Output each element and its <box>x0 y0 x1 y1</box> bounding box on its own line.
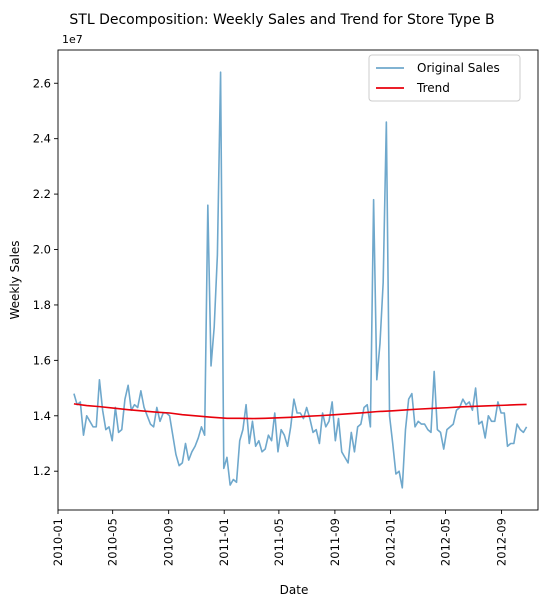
x-axis-label: Date <box>280 583 309 597</box>
chart-title: STL Decomposition: Weekly Sales and Tren… <box>69 12 494 28</box>
y-tick-label: 1.8 <box>33 298 51 312</box>
x-tick-label: 2011-09 <box>328 518 342 566</box>
legend: Original Sales Trend <box>368 54 521 102</box>
x-tick-label: 2012-05 <box>439 518 453 566</box>
plot-area <box>57 49 539 511</box>
x-tick-label: 2012-09 <box>495 518 509 566</box>
series-line-trend <box>73 403 527 420</box>
y-axis-label: Weekly Sales <box>8 240 22 319</box>
y-tick-label: 2.0 <box>33 243 51 257</box>
series-line-original-sales <box>73 71 528 489</box>
x-tick-label: 2010-01 <box>51 518 65 566</box>
y-tick-label: 2.2 <box>33 187 51 201</box>
y-tick-label: 1.6 <box>33 353 51 367</box>
x-tick-label: 2011-01 <box>217 518 231 566</box>
legend-box <box>368 54 521 102</box>
legend-label: Trend <box>416 81 450 95</box>
y-axis: 1.2 1.4 1.6 1.8 2.0 2.2 2.4 2.6 <box>33 76 58 478</box>
x-axis: 2010-01 2010-05 2010-09 2011-01 2011-05 2011-… <box>51 510 509 566</box>
x-tick-label: 2010-09 <box>162 518 176 566</box>
x-tick-label: 2010-05 <box>106 518 120 566</box>
y-offset-label: 1e7 <box>62 33 83 46</box>
y-tick-label: 1.4 <box>33 409 51 423</box>
y-tick-label: 2.6 <box>33 76 51 90</box>
legend-label: Original Sales <box>417 61 500 75</box>
y-tick-label: 2.4 <box>33 132 51 146</box>
y-tick-label: 1.2 <box>33 464 51 478</box>
series-layer <box>73 71 528 489</box>
x-tick-label: 2011-05 <box>272 518 286 566</box>
x-tick-label: 2012-01 <box>383 518 397 566</box>
